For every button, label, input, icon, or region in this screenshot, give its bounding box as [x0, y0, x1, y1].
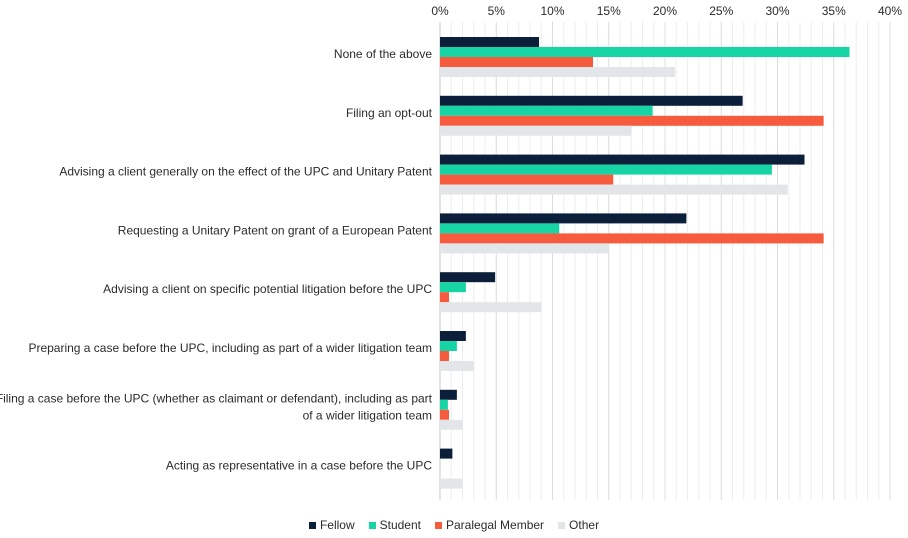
bar-other	[440, 361, 474, 371]
bar-student	[440, 399, 448, 410]
bar-paralegal-member	[440, 409, 449, 420]
legend-swatch	[435, 521, 442, 529]
bar-fellow	[440, 95, 743, 106]
bar-other	[440, 478, 463, 489]
bar-paralegal-member	[440, 174, 614, 185]
bar-chart: 0% 5% 10% 15% 20% 25% 30% 35% 40% None of the abo…	[0, 4, 902, 500]
bar-other	[440, 419, 463, 430]
bar-fellow	[440, 448, 453, 459]
bar-other	[440, 67, 676, 77]
legend-swatch	[368, 521, 376, 529]
legend-swatch	[308, 521, 316, 529]
bar-paralegal-member	[440, 115, 824, 126]
legend-label: Other	[569, 518, 600, 532]
bar-paralegal-member	[440, 233, 824, 244]
bar-fellow	[440, 272, 496, 283]
bar-other	[440, 302, 542, 313]
bar-student	[440, 341, 457, 351]
x-tick-label: 35%	[822, 4, 846, 18]
bar-fellow	[440, 37, 539, 47]
x-tick-label: 10%	[540, 4, 564, 18]
legend-item: Paralegal Member	[435, 517, 544, 533]
bar-fellow	[440, 154, 805, 165]
category-label: Preparing a case before the UPC, includi…	[28, 341, 432, 355]
category-label: of a wider litigation team	[303, 408, 432, 422]
bar-paralegal-member	[440, 351, 449, 361]
legend-item: Other	[558, 517, 599, 533]
category-label: None of the above	[334, 47, 432, 61]
legend: Fellow Student Paralegal Member Other	[0, 517, 908, 533]
bar-fellow	[440, 213, 687, 224]
legend-label: Fellow	[319, 518, 355, 532]
bar-student	[440, 223, 560, 234]
category-label: Advising a client generally on the effec…	[59, 165, 432, 179]
legend-label: Student	[379, 518, 421, 532]
x-tick-label: 40%	[878, 4, 902, 18]
bar-other	[440, 125, 632, 136]
bar-fellow	[440, 331, 466, 341]
category-label: Acting as representative in a case befor…	[166, 459, 432, 473]
legend-swatch	[558, 521, 566, 529]
legend-item: Student	[368, 517, 421, 533]
x-tick-label: 30%	[765, 4, 789, 18]
bar-paralegal-member	[440, 292, 449, 303]
x-tick-label: 25%	[709, 4, 733, 18]
bar-other	[440, 184, 788, 195]
bar-other	[440, 243, 609, 254]
x-tick-label: 15%	[597, 4, 621, 18]
x-tick-label: 5%	[488, 4, 506, 18]
category-label: Filing a case before the UPC (whether as…	[0, 391, 433, 405]
x-tick-label: 0%	[431, 4, 449, 18]
category-label: Filing an opt-out	[346, 106, 433, 120]
bar-student	[440, 105, 653, 116]
bar-student	[440, 47, 850, 57]
bar-fellow	[440, 389, 457, 400]
bar-paralegal-member	[440, 57, 593, 67]
legend-item: Fellow	[308, 517, 355, 533]
x-tick-label: 20%	[653, 4, 677, 18]
bar-student	[440, 164, 772, 175]
category-label: Advising a client on specific potential …	[103, 282, 432, 296]
bar-student	[440, 282, 466, 293]
category-label: Requesting a Unitary Patent on grant of …	[118, 223, 433, 237]
legend-label: Paralegal Member	[446, 518, 545, 532]
